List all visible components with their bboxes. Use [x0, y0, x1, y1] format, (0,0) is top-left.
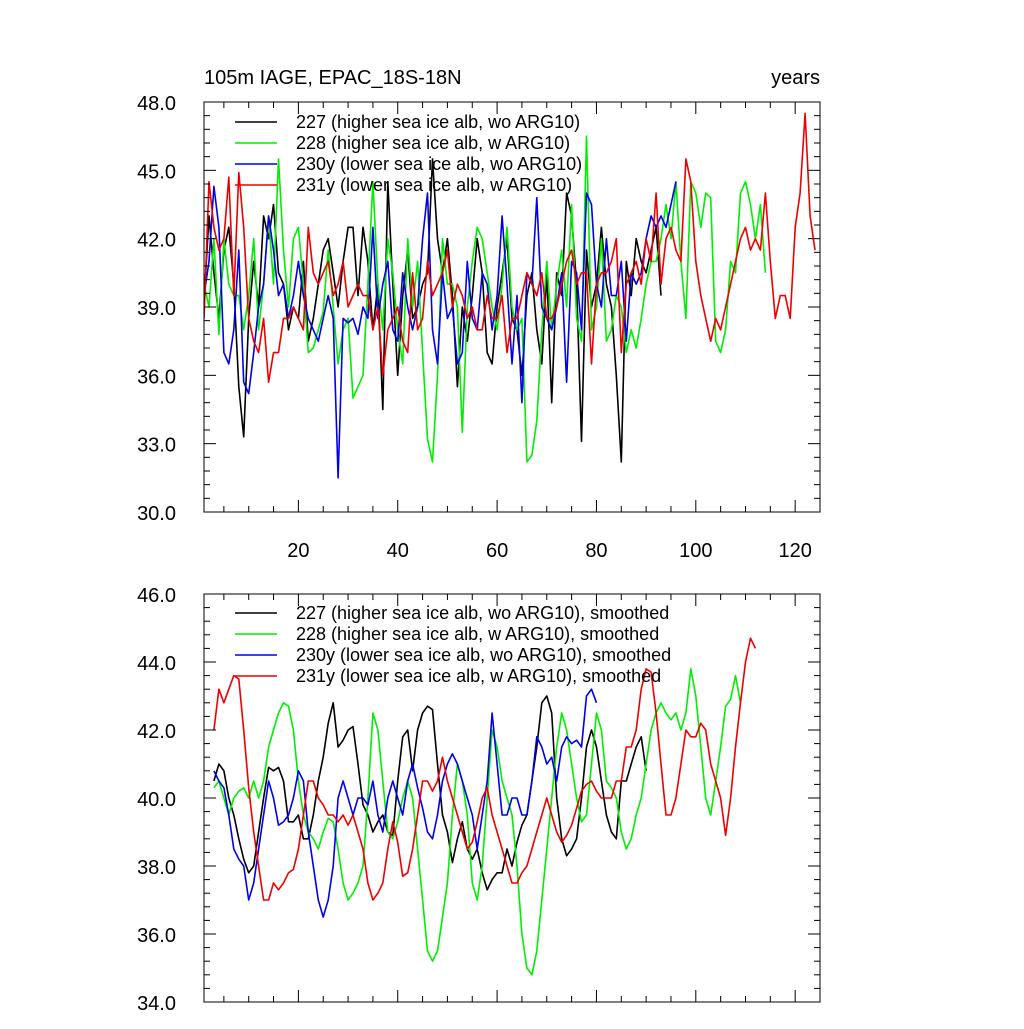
x-tick-label: 100 [679, 540, 712, 562]
x-tick-label: 60 [486, 540, 508, 562]
series-line-2-1 [213, 695, 647, 891]
series-line-2-4 [213, 637, 757, 901]
series-line-2-3 [213, 688, 598, 918]
y-tick-label: 38.0 [137, 857, 176, 879]
y-tick-label: 45.0 [137, 161, 176, 183]
legend-label: 230y (lower sea ice alb, wo ARG10), smoo… [296, 645, 671, 665]
bottom-panel: 34.0 36.0 38.0 40.0 42.0 44.0 46.0 227 (higher … [137, 585, 821, 1015]
y-tick-label: 39.0 [137, 298, 176, 320]
legend-label: 230y (lower sea ice alb, wo ARG10) [296, 154, 582, 174]
legend-label: 227 (higher sea ice alb, wo ARG10), smoo… [296, 603, 669, 623]
y-tick-label: 34.0 [137, 993, 176, 1015]
x-tick-label: 40 [387, 540, 409, 562]
legend-label: 228 (higher sea ice alb, w ARG10) [296, 133, 570, 153]
y-tick-label: 46.0 [137, 585, 176, 607]
series-line-1-4 [204, 112, 816, 384]
series-line-1-1 [204, 158, 662, 463]
y-tick-label: 48.0 [137, 93, 176, 115]
y-tick-label: 36.0 [137, 366, 176, 388]
chart-title: 105m IAGE, EPAC_18S-18N [204, 67, 462, 89]
legend-label: 231y (lower sea ice alb, w ARG10) [296, 175, 572, 195]
y-tick-label: 42.0 [137, 721, 176, 743]
legend-label: 231y (lower sea ice alb, w ARG10), smoot… [296, 666, 661, 686]
x-tick-label: 80 [585, 540, 607, 562]
y-tick-label: 36.0 [137, 925, 176, 947]
series-line-1-3 [204, 181, 677, 479]
top-panel: 30.0 33.0 36.0 39.0 42.0 45.0 48.0 20 40 60 80 100 1… [137, 67, 821, 562]
y-tick-label: 30.0 [137, 503, 176, 525]
legend-label: 228 (higher sea ice alb, w ARG10), smoot… [296, 624, 659, 644]
legend-label: 227 (higher sea ice alb, wo ARG10) [296, 112, 580, 132]
x-tick-label: 20 [287, 540, 309, 562]
chart-units-label: years [771, 67, 820, 89]
y-tick-label: 40.0 [137, 789, 176, 811]
series-line-2-2 [213, 667, 742, 976]
y-tick-label: 33.0 [137, 435, 176, 457]
x-tick-label: 120 [778, 540, 811, 562]
y-tick-label: 44.0 [137, 653, 176, 675]
y-tick-label: 42.0 [137, 230, 176, 252]
